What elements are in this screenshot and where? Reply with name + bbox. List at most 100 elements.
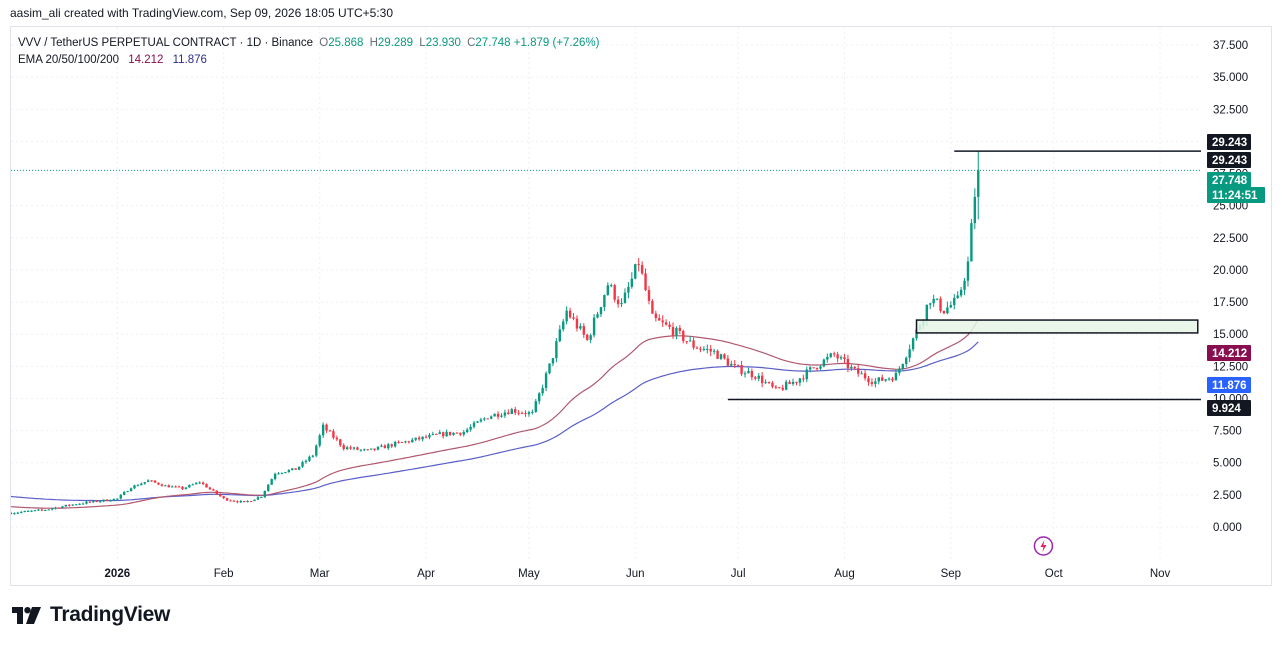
candle-body: [654, 313, 658, 319]
candle-body: [369, 448, 373, 450]
candle-body: [606, 285, 610, 296]
candle-body: [774, 386, 778, 388]
candle-body: [562, 321, 565, 330]
candle-body: [160, 484, 164, 486]
price-tag-label: 27.748: [1212, 175, 1248, 187]
y-tick-label: 37.500: [1213, 40, 1248, 52]
candle-body: [719, 354, 723, 359]
price-tag-label: 11:24:51: [1212, 190, 1258, 202]
symbol-label[interactable]: VVV / TetherUS PERPETUAL CONTRACT · 1D ·…: [18, 37, 314, 49]
candle-body: [455, 432, 459, 434]
candle-body: [85, 501, 88, 504]
candle-body: [815, 367, 819, 369]
candle-body: [627, 286, 630, 293]
candle-body: [448, 431, 452, 435]
candle-body: [764, 382, 767, 384]
candle-body: [61, 506, 64, 509]
candle-body: [575, 318, 579, 329]
candle-body: [623, 292, 627, 303]
candle-body: [30, 510, 33, 512]
candle-body: [966, 261, 970, 281]
candle-body: [47, 509, 50, 511]
candle-body: [833, 353, 836, 355]
candle-body: [805, 369, 808, 380]
candle-body: [400, 442, 404, 444]
candle-body: [88, 501, 92, 503]
y-tick-label: 25.000: [1213, 201, 1248, 213]
candle-body: [767, 382, 771, 384]
candle-body: [44, 509, 47, 511]
candle-body: [81, 503, 85, 505]
candle-body: [750, 371, 754, 378]
candle-body: [613, 285, 616, 300]
candle-body: [956, 295, 959, 298]
candle-body: [483, 418, 486, 420]
price-tag-label: 11.876: [1212, 380, 1247, 392]
candle-body: [428, 434, 431, 438]
candle-body: [863, 373, 867, 379]
candle-body: [191, 484, 194, 486]
candle-body: [383, 445, 387, 449]
ema-label[interactable]: EMA 20/50/100/200: [18, 54, 120, 66]
candle-body: [201, 482, 205, 485]
candle-body: [102, 499, 105, 502]
candle-body: [50, 508, 54, 510]
ema-slow-line: [11, 341, 979, 502]
candle-body: [723, 354, 726, 359]
candle-body: [342, 445, 345, 450]
candle-body: [826, 356, 829, 360]
candle-body: [503, 412, 507, 416]
chart-frame[interactable]: 0.000 2.500 5.000 7.500 10.000 12.500 15.000 17…: [10, 26, 1272, 586]
y-tick-label: 15.000: [1213, 329, 1248, 341]
tradingview-logo[interactable]: TradingView: [12, 603, 170, 627]
x-tick-label: May: [518, 568, 540, 580]
candle-body: [465, 429, 469, 433]
candle-body: [788, 381, 791, 385]
candle-body: [911, 338, 915, 350]
candle-body: [586, 334, 589, 340]
candle-body: [970, 223, 973, 262]
chart-credit: aasim_ali created with TradingView.com, …: [10, 6, 394, 20]
price-tag-label: 9.924: [1212, 403, 1241, 415]
candle-body: [538, 393, 541, 402]
candle-body: [476, 421, 479, 423]
candle-body: [784, 381, 788, 390]
candle-body: [153, 480, 157, 483]
candle-body: [507, 412, 510, 415]
candle-body: [898, 368, 901, 373]
candle-body: [977, 170, 980, 197]
candle-body: [699, 348, 702, 350]
candle-body: [582, 326, 586, 335]
candle-body: [373, 448, 376, 450]
candle-body: [318, 435, 321, 446]
price-chart[interactable]: 0.0002.5005.0007.50010.00012.50015.00017…: [11, 27, 1273, 587]
candle-body: [445, 431, 448, 437]
open-label: O: [319, 37, 329, 49]
candle-body: [188, 484, 191, 488]
candle-body: [616, 299, 620, 305]
candle-body: [839, 357, 843, 359]
candle-body: [301, 462, 304, 467]
candle-body: [935, 298, 939, 300]
candle-body: [870, 382, 874, 384]
candle-body: [311, 455, 315, 457]
candle-body: [544, 373, 548, 388]
candle-body: [205, 484, 208, 488]
x-tick-label: 2026: [105, 568, 131, 580]
candle-body: [551, 358, 555, 364]
candle-body: [122, 491, 126, 495]
candle-body: [339, 439, 342, 446]
candle-body: [850, 366, 853, 369]
candle-body: [78, 503, 81, 505]
candle-body: [438, 432, 441, 435]
y-tick-label: 12.500: [1213, 361, 1248, 373]
candle-body: [284, 472, 287, 474]
candle-body: [150, 480, 153, 482]
demand-zone: [915, 319, 1199, 334]
candle-body: [647, 290, 651, 301]
price-tag-label: 14.212: [1212, 348, 1247, 360]
candle-body: [147, 480, 150, 483]
candle-body: [857, 368, 860, 374]
candle-body: [534, 401, 537, 412]
y-tick-label: 0.000: [1213, 522, 1242, 534]
